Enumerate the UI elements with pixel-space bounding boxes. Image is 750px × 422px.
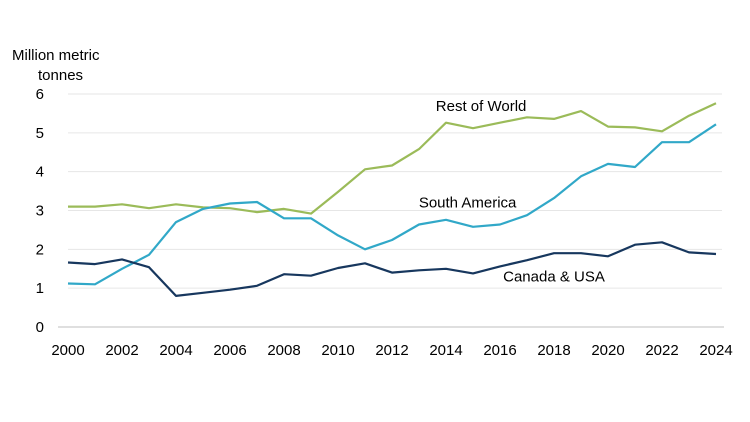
grid-lines <box>68 93 722 289</box>
x-tick-label-2024: 2024 <box>699 342 732 359</box>
x-tick-label-2014: 2014 <box>429 342 462 359</box>
x-tick-label-2006: 2006 <box>213 342 246 359</box>
x-tick-label-2004: 2004 <box>159 342 192 359</box>
series-lines <box>67 102 717 297</box>
y-axis-ticks: 0 1 2 3 4 5 6 <box>36 86 44 336</box>
y-tick-label-1: 1 <box>36 280 44 297</box>
series-line-rest-of-world <box>68 102 717 215</box>
y-tick-label-0: 0 <box>36 319 44 336</box>
series-line-south-america <box>67 123 717 286</box>
y-tick-label-4: 4 <box>36 164 44 181</box>
y-tick-label-3: 3 <box>36 203 44 220</box>
x-tick-label-2002: 2002 <box>105 342 138 359</box>
x-tick-label-2010: 2010 <box>321 342 354 359</box>
x-tick-label-2020: 2020 <box>591 342 624 359</box>
y-tick-label-2: 2 <box>36 241 44 258</box>
y-axis-label-line-2: tonnes <box>38 67 83 84</box>
x-tick-label-2018: 2018 <box>537 342 570 359</box>
series-label-rest-of-world: Rest of World <box>436 98 527 115</box>
x-tick-label-2008: 2008 <box>267 342 300 359</box>
series-label-canada-usa: Canada & USA <box>503 269 605 286</box>
y-tick-label-5: 5 <box>36 125 44 142</box>
x-tick-label-2022: 2022 <box>645 342 678 359</box>
series-label-south-america: South America <box>419 194 517 211</box>
series-labels: Rest of World South America Canada & USA <box>419 98 605 285</box>
x-axis-ticks: 2000 2002 2004 2006 2008 2010 2012 2014 2016 2018… <box>51 342 732 359</box>
x-tick-label-2012: 2012 <box>375 342 408 359</box>
series-line-canada-usa <box>67 241 717 297</box>
x-tick-label-2016: 2016 <box>483 342 516 359</box>
x-tick-label-2000: 2000 <box>51 342 84 359</box>
y-axis-label-line-1: Million metric <box>12 47 100 64</box>
y-tick-label-6: 6 <box>36 86 44 103</box>
